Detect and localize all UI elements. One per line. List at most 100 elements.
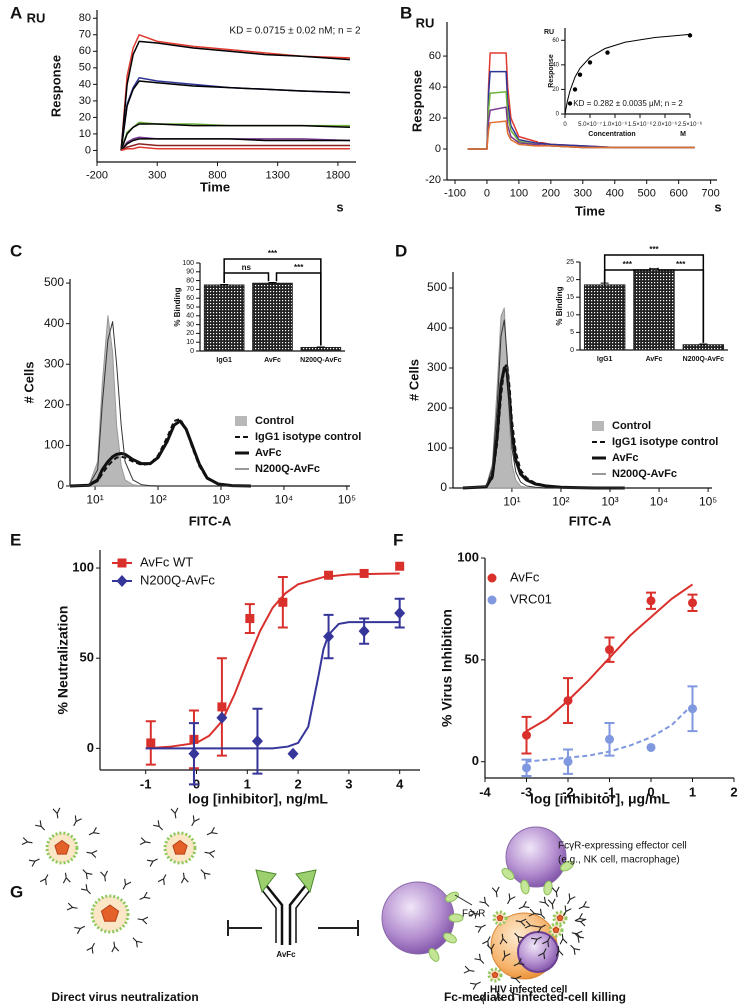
antibody xyxy=(479,896,490,907)
x-tick-label: 600 xyxy=(669,188,687,200)
fit-line xyxy=(145,621,400,750)
error-bar xyxy=(220,283,229,286)
antibody xyxy=(39,874,49,886)
legend-swatch xyxy=(592,421,604,431)
y-tick-label: 20 xyxy=(566,276,574,283)
annotation: KD = 0.0715 ± 0.02 nM; n = 2 xyxy=(229,26,361,37)
y-tick-label: 10 xyxy=(566,312,574,319)
y-tick-label: 20 xyxy=(79,111,91,123)
marker xyxy=(587,60,593,65)
y-tick-label: 40 xyxy=(552,62,559,68)
x-tick-label: 10⁵ xyxy=(699,495,717,509)
bar xyxy=(633,269,675,351)
marker xyxy=(577,72,583,77)
y-tick-label: 50 xyxy=(80,650,94,665)
antibody xyxy=(539,896,550,907)
bar xyxy=(583,284,626,351)
antibody xyxy=(180,872,189,884)
y-tick-label: 60 xyxy=(552,38,559,44)
x-tick-label: 2.5×10⁻⁶ xyxy=(678,121,703,128)
panel-letter: D xyxy=(395,241,407,260)
x-tick-label: 5.0×10⁻⁷ xyxy=(578,121,602,128)
bar xyxy=(203,284,245,352)
antibody xyxy=(509,989,520,1000)
marker xyxy=(563,757,573,767)
x-tick-label: 10⁴ xyxy=(650,495,669,509)
antibody xyxy=(157,874,167,886)
marker xyxy=(688,598,697,608)
center-label: AvFc xyxy=(276,950,296,959)
significance-bracket xyxy=(603,267,651,283)
y-tick-label: 40 xyxy=(429,81,441,93)
antibody xyxy=(531,936,542,945)
x-tick-label: 700 xyxy=(701,188,719,200)
legend-marker xyxy=(116,575,128,587)
antibody xyxy=(82,869,93,880)
x-tick-label: AvFc xyxy=(264,357,281,364)
y-tick-label: 25 xyxy=(566,259,574,266)
marker xyxy=(567,101,573,106)
y-tick-label: 100 xyxy=(427,440,447,454)
y-tick-label: 70 xyxy=(79,29,91,41)
antibody xyxy=(477,993,486,1005)
y-tick-label: 0 xyxy=(87,740,94,755)
y-tick-label: 100 xyxy=(182,260,194,267)
marker xyxy=(358,625,370,638)
bar xyxy=(682,344,725,351)
antibody xyxy=(73,815,82,827)
pointer xyxy=(454,894,473,906)
antibody xyxy=(510,975,522,984)
y-tick-label: 50 xyxy=(465,651,479,666)
antibody xyxy=(507,893,516,905)
virion-core xyxy=(556,914,564,921)
legend-label: IgG1 isotype control xyxy=(612,436,718,448)
x-tick-label: 500 xyxy=(638,188,656,200)
marker xyxy=(563,696,573,706)
right-caption: Fc-mediated infected-cell killing xyxy=(444,990,626,1004)
annotation: KD = 0.282 ± 0.0035 μM; n = 2 xyxy=(573,99,683,108)
x-tick-label: -4 xyxy=(479,785,491,800)
diagram: FcγR FcγR-expressing effector cell (e.g.… xyxy=(21,807,687,1005)
y-tick-label: 0 xyxy=(440,480,447,494)
antibody xyxy=(499,933,508,945)
antibody xyxy=(559,933,568,945)
antibody xyxy=(132,937,143,948)
x-tick-label: 2 xyxy=(730,785,737,800)
antibody xyxy=(470,981,481,990)
x-unit: s xyxy=(714,199,721,214)
y-tick-label: 300 xyxy=(44,356,64,370)
y-unit: RU xyxy=(544,29,554,36)
antibody xyxy=(514,932,525,943)
y-tick-label: 0 xyxy=(190,348,194,355)
marker xyxy=(572,87,578,92)
error-bar xyxy=(316,346,325,348)
y-tick-label: 50 xyxy=(79,62,91,74)
marker xyxy=(188,747,200,760)
x-tick-label: AvFc xyxy=(646,356,663,363)
antibody xyxy=(574,912,586,922)
antibody xyxy=(555,945,564,957)
y-unit: RU xyxy=(416,15,435,30)
antibody xyxy=(74,925,86,935)
y-tick-label: -20 xyxy=(425,174,441,186)
error-bar xyxy=(268,282,277,284)
y-tick-label: 100 xyxy=(457,549,479,564)
marker xyxy=(217,702,227,712)
x-tick-label: 1.5×10⁻⁶ xyxy=(628,121,653,128)
virion-core xyxy=(491,971,499,978)
antibody xyxy=(52,807,61,819)
y-tick-label: 0 xyxy=(57,478,64,492)
y-tick-label: 20 xyxy=(186,330,194,337)
marker xyxy=(323,630,335,643)
error-bar xyxy=(699,343,708,346)
x-tick-label: 2.0×10⁻⁶ xyxy=(653,121,678,128)
antibody xyxy=(35,820,46,831)
series-line xyxy=(69,418,252,487)
marker xyxy=(605,50,610,55)
virion-core xyxy=(100,904,120,922)
x-axis-label: Time xyxy=(200,179,230,194)
